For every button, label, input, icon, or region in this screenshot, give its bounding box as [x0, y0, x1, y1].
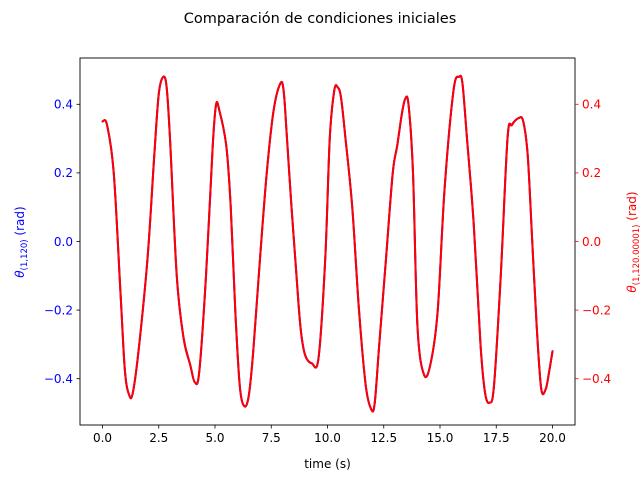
x-axis: 0.0 2.5 5.0 7.5 10.0 12.5 15.0 17.5 20.0 — [93, 425, 566, 445]
y-right-tick-label: 0.4 — [582, 98, 601, 112]
y-axis-label-right-symbol: θ — [625, 285, 639, 293]
x-tick-label: 12.5 — [370, 431, 397, 445]
y-axis-label-right-subscript: (1,120.00001) — [632, 225, 640, 286]
x-tick-label: 17.5 — [483, 431, 510, 445]
chart-title: Comparación de condiciones iniciales — [184, 11, 457, 27]
y-axis-left: −0.4 −0.2 0.0 0.2 0.4 — [44, 98, 80, 386]
y-axis-label-left-unit: (rad) — [13, 206, 27, 239]
plot-frame — [79, 57, 576, 426]
y-right-tick-label: −0.4 — [582, 372, 611, 386]
y-axis-right: −0.4 −0.2 0.0 0.2 0.4 — [575, 98, 611, 386]
x-tick-label: 15.0 — [427, 431, 454, 445]
y-right-tick-label: −0.2 — [582, 303, 611, 317]
x-tick-label: 10.0 — [314, 431, 341, 445]
y-axis-label-left-symbol: θ — [13, 270, 27, 278]
x-tick-label: 2.5 — [149, 431, 168, 445]
x-axis-label: time (s) — [304, 457, 351, 471]
x-tick-label: 5.0 — [205, 431, 224, 445]
series-layer — [101, 74, 554, 413]
y-right-tick-label: 0.0 — [582, 235, 601, 249]
y-axis-label-left-subscript: (1,120) — [20, 239, 30, 270]
x-tick-label: 20.0 — [539, 431, 566, 445]
series-line-right — [101, 74, 554, 413]
y-right-tick-label: 0.2 — [582, 166, 601, 180]
y-axis-label-left: θ(1,120) (rad) — [13, 206, 30, 277]
x-tick-label: 7.5 — [262, 431, 281, 445]
y-axis-label-right: θ(1,120.00001) (rad) — [625, 191, 640, 292]
y-left-tick-label: −0.4 — [44, 372, 73, 386]
y-left-tick-label: 0.4 — [54, 98, 73, 112]
y-left-tick-label: 0.0 — [54, 235, 73, 249]
x-tick-label: 0.0 — [93, 431, 112, 445]
y-left-tick-label: −0.2 — [44, 303, 73, 317]
y-axis-label-right-unit: (rad) — [625, 191, 639, 224]
y-left-tick-label: 0.2 — [54, 166, 73, 180]
